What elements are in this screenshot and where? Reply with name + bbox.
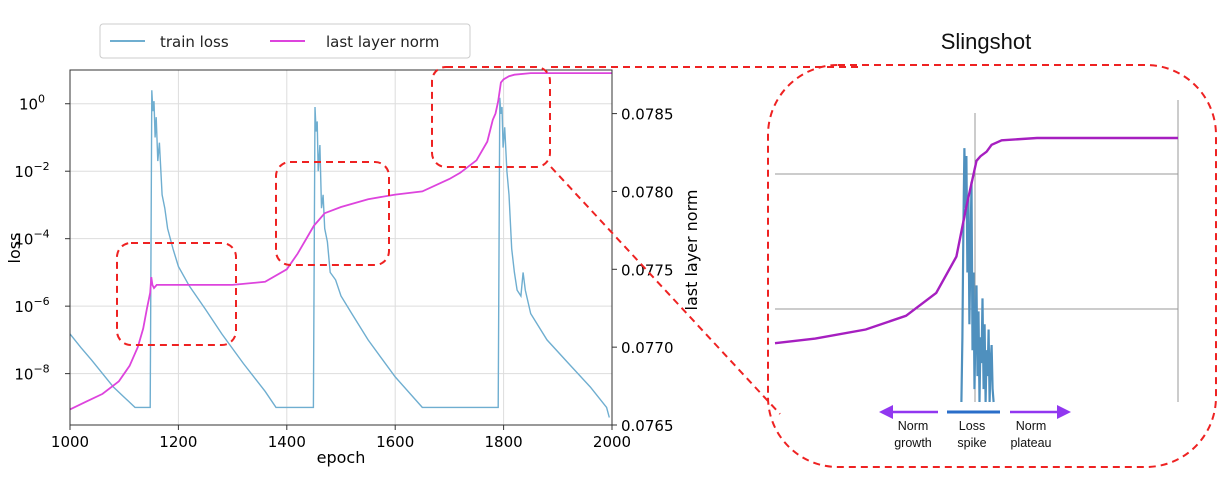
y-left-ticks: 100 10−2 10−4 10−6 10−8 — [14, 93, 70, 384]
y-right-tick-label-0: 0.0765 — [621, 417, 674, 435]
y-left-tick-label-3: 10−6 — [14, 295, 49, 316]
zoom-loss-line — [960, 148, 995, 403]
x-axis-label: epoch — [317, 448, 366, 467]
main-chart: 1000 1200 1400 1600 1800 2000 100 10−2 10−4 10−6… — [5, 23, 701, 467]
y-right-tick-label-2: 0.0775 — [621, 261, 674, 279]
zoom-frame — [767, 64, 1217, 468]
legend-label-norm: last layer norm — [326, 33, 439, 51]
y-right-tick-label-1: 0.0770 — [621, 339, 674, 357]
phase-spike-line2: spike — [957, 436, 986, 450]
main-plot-frame — [69, 69, 613, 426]
x-ticks: 1000 1200 1400 1600 1800 2000 — [51, 425, 631, 451]
x-tick-label-5: 2000 — [593, 433, 631, 451]
norm-plateau-arrowhead — [1057, 405, 1071, 419]
zoom-title: Slingshot — [941, 29, 1032, 54]
highlight-box-3 — [431, 66, 551, 168]
y-right-ticks: 0.0765 0.0770 0.0775 0.0780 0.0785 — [612, 106, 674, 435]
zoom-loss-series — [960, 148, 995, 403]
y-left-tick-label-1: 10−2 — [14, 160, 49, 181]
phase-growth-line2: growth — [894, 436, 932, 450]
zoom-norm-series — [774, 136, 1178, 345]
norm-growth-arrowhead — [879, 405, 893, 419]
y-right-tick-label-4: 0.0785 — [621, 106, 674, 124]
legend-label-loss: train loss — [160, 33, 229, 51]
legend: train loss last layer norm — [99, 23, 471, 59]
highlight-box-2 — [275, 161, 390, 266]
norm-line — [69, 72, 612, 411]
phase-spike-line1: Loss — [959, 419, 985, 433]
x-tick-label-3: 1600 — [376, 433, 414, 451]
y-right-tick-label-3: 0.0780 — [621, 183, 674, 201]
zoom-norm-line — [774, 136, 1178, 345]
y-left-tick-label-2: 10−4 — [14, 228, 49, 249]
zoom-panel: Slingshot Norm growth Loss spike Norm pl… — [767, 29, 1217, 468]
main-plot-area — [69, 69, 613, 426]
y-left-tick-label-0: 100 — [19, 93, 45, 114]
connector-bottom — [550, 166, 781, 415]
train-loss-series — [69, 90, 610, 418]
norm-series — [69, 72, 612, 411]
x-tick-label-1: 1200 — [159, 433, 197, 451]
highlight-box-1 — [116, 242, 237, 346]
train-loss-line — [69, 90, 610, 418]
zoom-connectors — [550, 66, 860, 415]
phase-plateau-line2: plateau — [1010, 436, 1051, 450]
y-right-axis-label: last layer norm — [682, 190, 701, 311]
x-tick-label-0: 1000 — [51, 433, 89, 451]
phase-plateau-line1: Norm — [1016, 419, 1047, 433]
x-tick-label-2: 1400 — [268, 433, 306, 451]
y-left-axis-label: loss — [5, 233, 24, 264]
y-left-tick-label-4: 10−8 — [14, 363, 49, 384]
x-tick-label-4: 1800 — [485, 433, 523, 451]
phase-annotations: Norm growth Loss spike Norm plateau — [879, 405, 1071, 450]
phase-growth-line1: Norm — [898, 419, 929, 433]
highlight-boxes — [116, 66, 551, 346]
